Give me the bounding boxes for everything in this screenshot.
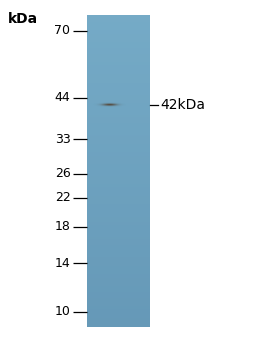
Text: 26: 26 bbox=[55, 167, 70, 180]
Text: 70: 70 bbox=[55, 24, 70, 37]
Text: 18: 18 bbox=[55, 220, 70, 233]
Text: 14: 14 bbox=[55, 256, 70, 270]
Text: 42kDa: 42kDa bbox=[161, 97, 205, 112]
Text: 33: 33 bbox=[55, 133, 70, 146]
Text: kDa: kDa bbox=[8, 12, 38, 26]
Text: 22: 22 bbox=[55, 191, 70, 204]
Text: 10: 10 bbox=[55, 305, 70, 318]
Text: 44: 44 bbox=[55, 91, 70, 104]
